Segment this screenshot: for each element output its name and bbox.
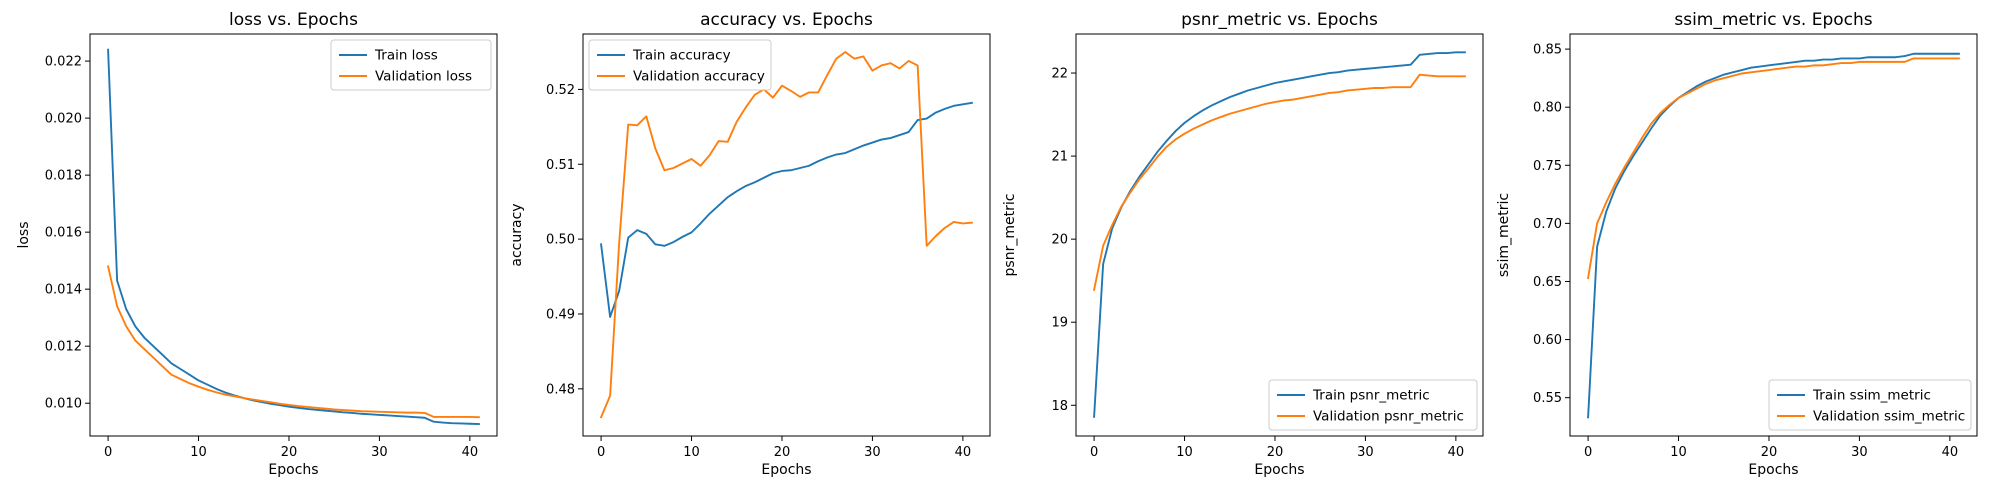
y-axis-label: loss [16,221,32,248]
legend: Train ssim_metric Validation ssim_metric [1768,379,1972,431]
legend-entry: Train ssim_metric [1812,388,1931,404]
x-axis-label: Epochs [1254,462,1304,478]
y-tick-label: 0.48 [546,382,575,397]
chart-title: ssim_metric vs. Epochs [1674,10,1872,30]
y-tick-label: 0.65 [1533,275,1562,290]
x-axis-label: Epochs [1748,462,1798,478]
legend: Train psnr_metric Validation psnr_metric [1268,379,1478,431]
y-tick-label: 0.016 [45,226,82,241]
chart-panel-1: loss vs. Epochs 0 10 20 30 40 0.010 0.012 0.014 0… [16,10,498,478]
y-tick-label: 0.022 [45,55,82,70]
series-line-train [1587,52,1960,419]
x-tick-label: 0 [597,445,605,460]
y-tick-label: 18 [1051,399,1068,414]
x-tick-label: 40 [1942,445,1959,460]
x-axis-label: Epochs [761,462,811,478]
x-axis-label: Epochs [268,462,318,478]
legend-entry: Validation psnr_metric [1313,409,1464,425]
legend: Train accuracy Validation accuracy [588,39,772,91]
series-line-train [600,101,974,318]
y-tick-label: 0.70 [1533,217,1562,232]
x-tick-label: 10 [683,445,700,460]
y-axis-label: accuracy [509,203,525,266]
legend-box [1768,379,1972,431]
x-tick-label: 30 [1357,445,1374,460]
x-tick-label: 20 [281,445,298,460]
y-tick-label: 19 [1051,316,1068,331]
legend-box [588,39,772,91]
legend-entry: Validation accuracy [633,69,765,85]
x-tick-label: 30 [864,445,881,460]
series-line-train [1093,51,1466,418]
y-axis-label: psnr_metric [1002,194,1018,277]
y-tick-label: 22 [1051,67,1068,82]
legend-entry: Train loss [374,48,438,64]
x-tick-label: 20 [1267,445,1284,460]
y-tick-label: 20 [1051,233,1068,248]
y-tick-label: 0.75 [1533,159,1562,174]
legend: Train loss Validation loss [330,39,492,91]
legend-entry: Train psnr_metric [1312,388,1430,404]
plot-frame [89,33,498,437]
y-tick-label: 0.020 [45,112,82,127]
x-tick-label: 40 [955,445,972,460]
x-tick-label: 40 [462,445,479,460]
y-tick-label: 0.50 [546,233,575,248]
x-tick-label: 30 [1851,445,1868,460]
chart-panel-3: psnr_metric vs. Epochs 0 10 20 30 40 18 19 20 21 2… [1002,10,1484,478]
series-line-validation [599,51,973,419]
x-tick-label: 10 [1670,445,1687,460]
plot-frame [1075,33,1484,437]
legend-box [330,39,492,91]
y-axis-label: ssim_metric [1496,193,1512,277]
x-tick-label: 0 [1584,445,1592,460]
series-line-validation [106,265,480,419]
x-tick-label: 20 [1761,445,1778,460]
y-tick-label: 0.52 [546,83,575,98]
y-tick-label: 0.85 [1533,43,1562,58]
y-tick-label: 0.55 [1533,391,1562,406]
y-tick-label: 0.60 [1533,333,1562,348]
y-tick-label: 0.49 [546,307,575,322]
x-tick-label: 40 [1448,445,1465,460]
x-tick-label: 20 [774,445,791,460]
chart-title: accuracy vs. Epochs [700,10,873,30]
chart-title: loss vs. Epochs [229,10,358,30]
x-tick-label: 0 [104,445,112,460]
y-tick-label: 0.018 [45,169,82,184]
y-tick-label: 0.012 [45,340,82,355]
plot-frame [582,33,991,437]
x-tick-label: 0 [1090,445,1098,460]
chart-panel-4: ssim_metric vs. Epochs 0 10 20 30 40 0.55 0.60 0… [1496,10,1978,478]
plot-frame [1569,33,1978,437]
legend-entry: Train accuracy [632,48,731,64]
series-line-validation [1586,57,1960,280]
y-tick-label: 0.80 [1533,101,1562,116]
legend-entry: Validation ssim_metric [1813,409,1965,425]
chart-title: psnr_metric vs. Epochs [1181,10,1378,30]
chart-panel-2: accuracy vs. Epochs 0 10 20 30 40 0.48 0.49 0.50… [509,10,991,478]
y-tick-label: 0.014 [45,283,82,298]
legend-entry: Validation loss [375,69,472,85]
y-tick-label: 0.010 [45,397,82,412]
x-tick-label: 10 [190,445,207,460]
legend-box [1268,379,1478,431]
series-line-train [107,48,480,426]
series-line-validation [1092,73,1466,291]
x-tick-label: 30 [371,445,388,460]
y-tick-label: 0.51 [546,158,575,173]
x-tick-label: 10 [1176,445,1193,460]
y-tick-label: 21 [1051,150,1068,165]
